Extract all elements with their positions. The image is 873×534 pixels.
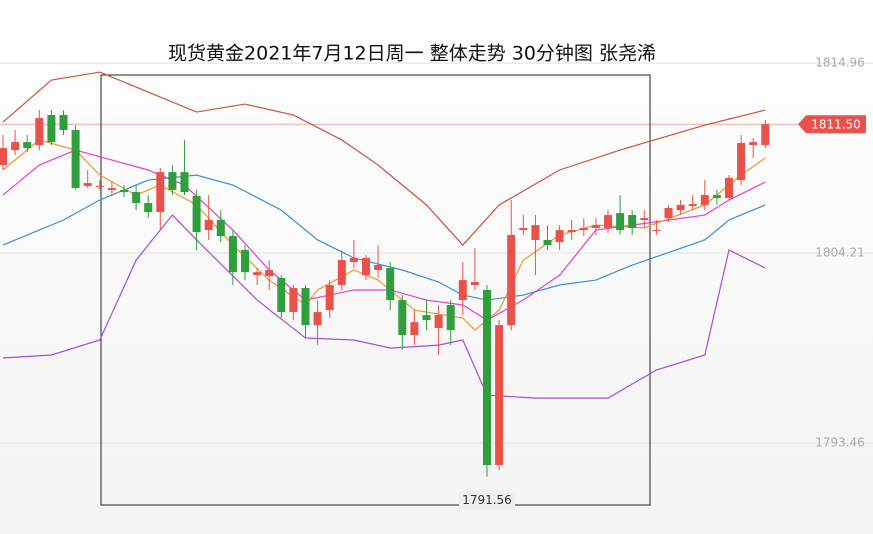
candle-body [120, 189, 128, 193]
candle-body [664, 207, 673, 219]
candle-body [168, 172, 177, 190]
candles [0, 110, 770, 477]
candle-body [725, 177, 733, 199]
y-tick-label: 1793.46 [815, 435, 865, 449]
candle-body [543, 239, 552, 246]
candle-body [470, 282, 479, 286]
candle-body [192, 195, 201, 233]
candle-body [47, 115, 56, 143]
candle-body [180, 172, 189, 193]
candle-body [313, 312, 322, 326]
candle-body [398, 300, 407, 336]
candle-body [156, 172, 165, 213]
candle-body [458, 280, 467, 301]
candle-body [144, 203, 153, 213]
candle-body [579, 227, 588, 231]
price-tag-bg [798, 115, 866, 134]
indicator-line [2, 71, 766, 246]
candle-body [253, 272, 262, 276]
y-tick-label: 1814.96 [815, 56, 865, 70]
candle-body [640, 218, 649, 220]
candle-body [241, 250, 249, 273]
candle-body [132, 192, 141, 204]
candle-body [59, 115, 68, 131]
candle-body [591, 225, 600, 228]
candle-body [688, 204, 697, 207]
candle-body [71, 130, 80, 189]
candle-body [0, 148, 7, 166]
grid [0, 62, 873, 444]
candle-body [410, 322, 419, 336]
y-tick-label: 1804.21 [815, 246, 865, 260]
candle-body [95, 186, 104, 188]
chart-title: 现货黄金2021年7月12日周一 整体走势 30分钟图 张尧浠 [168, 43, 656, 65]
candle-body [422, 315, 431, 321]
candle-body [749, 142, 758, 146]
candle-body [604, 215, 612, 228]
candle-body [446, 304, 455, 331]
candle-body [35, 118, 44, 146]
candle-body [434, 315, 443, 328]
candle-body [349, 257, 358, 263]
candle-body [204, 219, 213, 231]
candle-body [676, 204, 685, 211]
annotation-box [100, 74, 651, 506]
candle-body [616, 213, 625, 231]
price-tag-label: 1811.50 [811, 118, 861, 132]
candle-body [337, 260, 346, 286]
candle-body [652, 230, 661, 232]
candle-body [23, 142, 32, 149]
candle-body [107, 188, 116, 190]
candle-body [519, 227, 528, 231]
candle-body [628, 215, 637, 228]
candle-body [700, 195, 709, 205]
candle-body [374, 265, 383, 271]
candle-body [761, 124, 770, 146]
candle-body [386, 268, 395, 301]
low-label: 1791.56 [462, 493, 512, 507]
candle-body [216, 219, 225, 237]
candle-body [531, 225, 540, 240]
candle-body [362, 257, 370, 276]
candle-body [228, 236, 237, 273]
candle-body [325, 285, 334, 311]
candle-body [289, 288, 298, 313]
candle-body [567, 230, 576, 233]
candle-body [555, 230, 564, 243]
candle-body [712, 195, 721, 199]
indicator-line [2, 174, 766, 301]
candle-body [11, 142, 20, 151]
candle-body [265, 270, 274, 277]
low-label-bg [459, 491, 515, 510]
candle-body [301, 288, 310, 326]
candle-body [507, 235, 516, 326]
candle-body [737, 142, 746, 181]
candle-body [495, 325, 504, 466]
indicator-line [2, 214, 766, 399]
candle-body [83, 183, 92, 187]
candle-body [277, 277, 286, 313]
candle-body [483, 289, 491, 466]
